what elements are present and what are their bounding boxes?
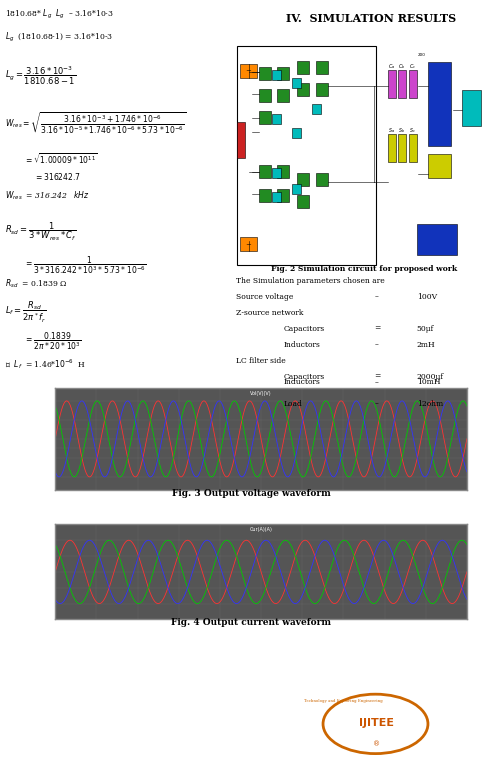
Bar [311, 104, 321, 114]
Bar [258, 89, 270, 102]
Text: $L_f  = \dfrac{R_{sd}}{2\pi^* f_r}$: $L_f = \dfrac{R_{sd}}{2\pi^* f_r}$ [5, 300, 46, 325]
Bar [258, 111, 270, 124]
Text: 2mH: 2mH [416, 340, 435, 349]
Bar [258, 165, 270, 178]
Text: Fig. 3 Output voltage waveform: Fig. 3 Output voltage waveform [171, 489, 330, 498]
Text: $S_b$: $S_b$ [397, 125, 404, 135]
Text: ~: ~ [245, 242, 251, 248]
Bar [408, 70, 416, 98]
Text: $S_a$: $S_a$ [387, 125, 394, 135]
Text: $C_a$: $C_a$ [387, 62, 394, 71]
Bar [297, 195, 309, 207]
Text: Load: Load [283, 400, 302, 408]
Bar [315, 83, 327, 96]
Bar [461, 90, 480, 125]
Text: –: – [374, 400, 377, 408]
Bar [297, 83, 309, 96]
Text: Fig. 4 Output current waveform: Fig. 4 Output current waveform [171, 618, 330, 627]
Text: Inductors: Inductors [283, 378, 320, 387]
Bar [427, 154, 450, 178]
Bar [297, 61, 309, 74]
Text: LC filter side: LC filter side [235, 356, 285, 365]
Text: Source voltage: Source voltage [235, 293, 293, 301]
Text: $W_{res}$  = 316.242   $kHz$: $W_{res}$ = 316.242 $kHz$ [5, 190, 89, 202]
Text: 10mH: 10mH [416, 378, 439, 387]
Text: $R_{sd}$  = 0.1839 Ω: $R_{sd}$ = 0.1839 Ω [5, 277, 67, 290]
Text: $W_{res}  = \sqrt{\dfrac{3.16*10^{-3}+1.746*10^{-6}}{3.16*10^{-5}*1.746*10^{-6}*: $W_{res} = \sqrt{\dfrac{3.16*10^{-3}+1.7… [5, 110, 186, 136]
Bar [387, 134, 395, 162]
Text: ∴  $L_f$  = 1.46*$10^{-6}$  H: ∴ $L_f$ = 1.46*$10^{-6}$ H [5, 357, 86, 371]
Bar [258, 188, 270, 201]
Bar [272, 192, 281, 201]
Bar [239, 64, 257, 78]
Text: $R_{sd}  = \dfrac{1}{3*W_{res}*C_f}$: $R_{sd} = \dfrac{1}{3*W_{res}*C_f}$ [5, 220, 77, 242]
Text: $= 316242.7$: $= 316242.7$ [34, 171, 80, 182]
Text: $= \sqrt{1.00009*10^{11}}$: $= \sqrt{1.00009*10^{11}}$ [24, 152, 98, 167]
Bar [291, 128, 301, 138]
Bar [239, 237, 257, 252]
Bar [408, 134, 416, 162]
Text: $S_c$: $S_c$ [408, 125, 415, 135]
Text: $C_c$: $C_c$ [408, 62, 415, 71]
Text: =: = [374, 325, 380, 333]
Bar [277, 67, 289, 80]
Text: ®: ® [372, 742, 379, 748]
Text: Capacitors: Capacitors [283, 372, 325, 381]
Bar [237, 46, 375, 265]
Text: 50μf: 50μf [416, 325, 433, 333]
Text: Inductors: Inductors [283, 340, 320, 349]
Bar [427, 62, 450, 146]
Bar [291, 78, 301, 88]
Text: Technology and Exploring Engineering: Technology and Exploring Engineering [303, 699, 382, 703]
Bar [397, 70, 405, 98]
Text: –: – [374, 378, 377, 387]
Bar [272, 70, 281, 80]
Text: 2000μf: 2000μf [416, 372, 443, 381]
Bar [237, 122, 244, 158]
Bar [297, 173, 309, 185]
Text: $L_g$  (1810.68-1) = 3.16*10-3: $L_g$ (1810.68-1) = 3.16*10-3 [5, 30, 113, 43]
Bar [387, 70, 395, 98]
Text: Cur(A)(A): Cur(A)(A) [249, 527, 272, 532]
Bar [315, 173, 327, 185]
Text: =: = [374, 372, 380, 381]
Bar [277, 89, 289, 102]
Bar [277, 188, 289, 201]
Bar [315, 61, 327, 74]
Text: Fig. 2 Simulation circuit for proposed work: Fig. 2 Simulation circuit for proposed w… [270, 264, 456, 273]
Text: $=  \dfrac{0.1839}{2\pi*20*10^3}$: $= \dfrac{0.1839}{2\pi*20*10^3}$ [24, 331, 82, 353]
Bar [272, 114, 281, 124]
Bar [277, 165, 289, 178]
Text: Capacitors: Capacitors [283, 325, 325, 333]
Text: 12ohm: 12ohm [416, 400, 442, 408]
Text: IJITEE: IJITEE [358, 717, 393, 727]
Text: 1810.68* $L_g$  $L_g$  – 3.16*10-3: 1810.68* $L_g$ $L_g$ – 3.16*10-3 [5, 8, 114, 21]
Text: $C_b$: $C_b$ [397, 62, 405, 71]
Text: IV.  SIMULATION RESULTS: IV. SIMULATION RESULTS [286, 14, 455, 24]
Text: $L_g  =  \dfrac{3.16*10^{-3}}{1810.68-1}$: $L_g = \dfrac{3.16*10^{-3}}{1810.68-1}$ [5, 65, 76, 87]
Text: –: – [374, 340, 377, 349]
Text: ~: ~ [245, 68, 251, 74]
Text: The Simulation parameters chosen are: The Simulation parameters chosen are [235, 277, 384, 285]
Text: 200: 200 [417, 53, 425, 57]
Text: Vol(V)(V): Vol(V)(V) [249, 391, 272, 396]
Bar [272, 168, 281, 178]
Text: 100V: 100V [416, 293, 436, 301]
Bar [258, 67, 270, 80]
Text: Z-source network: Z-source network [235, 309, 303, 317]
Text: $=  \dfrac{1}{3*316.242*10^3*5.73*10^{-6}}$: $= \dfrac{1}{3*316.242*10^3*5.73*10^{-6}… [24, 255, 146, 277]
Bar [416, 223, 456, 255]
Text: –: – [374, 293, 377, 301]
Bar [397, 134, 405, 162]
Bar [291, 184, 301, 194]
